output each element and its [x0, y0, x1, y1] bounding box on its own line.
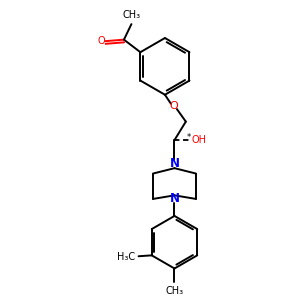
- Text: CH₃: CH₃: [123, 10, 141, 20]
- Text: O: O: [169, 101, 178, 111]
- Text: H₃C: H₃C: [117, 252, 135, 262]
- Text: CH₃: CH₃: [165, 286, 184, 296]
- Text: OH: OH: [191, 134, 206, 145]
- Text: N: N: [169, 158, 179, 170]
- Text: O: O: [98, 36, 105, 46]
- Text: *: *: [187, 133, 191, 142]
- Text: N: N: [169, 192, 179, 206]
